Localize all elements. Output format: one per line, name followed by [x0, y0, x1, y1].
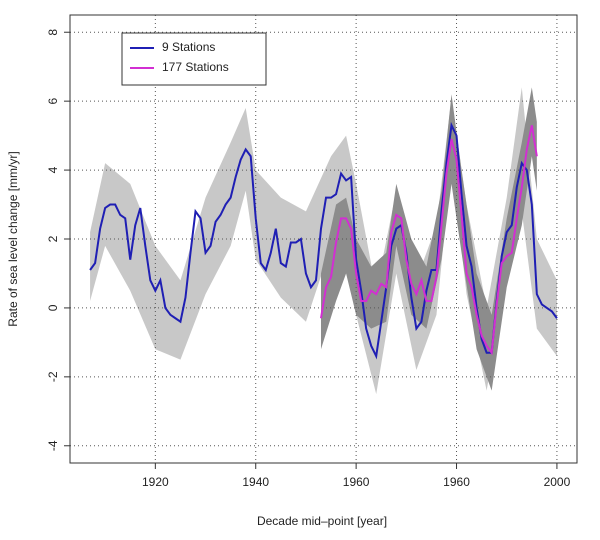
- y-tick-label: 4: [46, 166, 60, 173]
- legend-label: 177 Stations: [162, 60, 229, 74]
- x-tick-label: 2000: [544, 475, 571, 489]
- y-tick-label: 6: [46, 97, 60, 104]
- x-tick-label: 1940: [242, 475, 269, 489]
- y-axis-title: Rate of sea level change [mm/yr]: [6, 151, 20, 326]
- legend-label: 9 Stations: [162, 40, 215, 54]
- y-tick-label: 2: [46, 235, 60, 242]
- y-tick-label: -2: [46, 371, 60, 382]
- x-tick-label: 1920: [142, 475, 169, 489]
- y-tick-label: 0: [46, 304, 60, 311]
- confidence-band: [90, 87, 557, 395]
- y-tick-label: 8: [46, 29, 60, 36]
- legend-box: [121, 32, 267, 86]
- y-tick-label: -4: [46, 440, 60, 451]
- confidence-band: [320, 87, 537, 391]
- x-axis-title: Decade mid–point [year]: [257, 514, 387, 528]
- x-tick-label: 1960: [443, 475, 470, 489]
- plot-frame: [69, 14, 578, 464]
- x-tick-label: 1960: [343, 475, 370, 489]
- line: [320, 125, 538, 356]
